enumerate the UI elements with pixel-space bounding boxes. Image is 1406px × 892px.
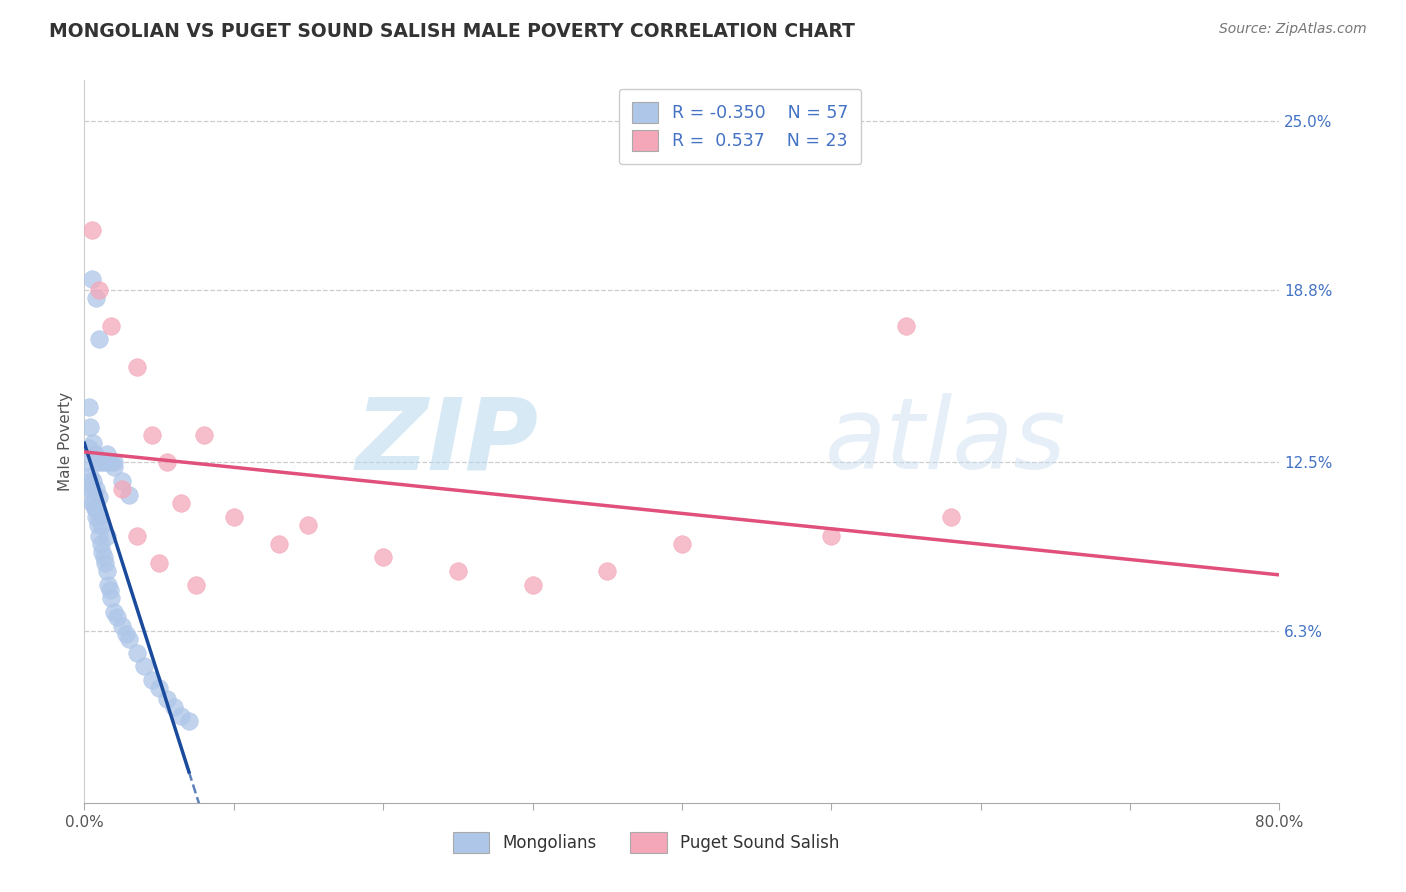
Point — [82, 436, 104, 450]
Point — [86, 482, 108, 496]
Point — [83, 447, 105, 461]
Point — [82, 496, 104, 510]
Point — [96, 564, 118, 578]
Point — [522, 577, 544, 591]
Point — [125, 359, 148, 374]
Legend: Mongolians, Puget Sound Salish: Mongolians, Puget Sound Salish — [446, 826, 846, 860]
Point — [132, 659, 156, 673]
Point — [77, 442, 100, 456]
Point — [111, 482, 134, 496]
Point — [86, 292, 108, 306]
Point — [96, 455, 118, 469]
Point — [820, 528, 842, 542]
Point — [141, 673, 163, 687]
Point — [103, 455, 125, 469]
Point — [96, 447, 118, 461]
Point — [105, 610, 128, 624]
Point — [83, 501, 105, 516]
Point — [148, 556, 170, 570]
Point — [91, 545, 114, 559]
Point — [79, 474, 101, 488]
Text: atlas: atlas — [825, 393, 1067, 490]
Point — [111, 618, 134, 632]
Point — [80, 223, 103, 237]
Point — [148, 681, 170, 696]
Point — [89, 283, 111, 297]
Point — [170, 496, 193, 510]
Point — [118, 632, 141, 647]
Point — [163, 700, 186, 714]
Point — [118, 488, 141, 502]
Point — [80, 482, 103, 496]
Point — [222, 509, 245, 524]
Point — [170, 708, 193, 723]
Point — [83, 501, 105, 516]
Point — [90, 455, 112, 469]
Point — [87, 455, 110, 469]
Point — [79, 419, 101, 434]
Point — [125, 646, 148, 660]
Point — [100, 591, 122, 606]
Point — [97, 577, 120, 591]
Point — [86, 509, 108, 524]
Point — [79, 468, 101, 483]
Point — [77, 401, 100, 415]
Point — [89, 491, 111, 505]
Point — [447, 564, 470, 578]
Point — [671, 537, 693, 551]
Point — [141, 427, 163, 442]
Point — [80, 272, 103, 286]
Point — [98, 583, 121, 598]
Text: Source: ZipAtlas.com: Source: ZipAtlas.com — [1219, 22, 1367, 37]
Point — [87, 517, 110, 532]
Point — [186, 577, 208, 591]
Point — [894, 318, 917, 333]
Point — [93, 550, 115, 565]
Point — [76, 455, 98, 469]
Point — [89, 528, 111, 542]
Point — [155, 692, 177, 706]
Point — [193, 427, 215, 442]
Point — [373, 550, 395, 565]
Point — [297, 517, 319, 532]
Point — [125, 528, 148, 542]
Point — [93, 455, 115, 469]
Point — [939, 509, 962, 524]
Point — [267, 537, 290, 551]
Point — [596, 564, 619, 578]
Point — [96, 528, 118, 542]
Text: MONGOLIAN VS PUGET SOUND SALISH MALE POVERTY CORRELATION CHART: MONGOLIAN VS PUGET SOUND SALISH MALE POV… — [49, 22, 855, 41]
Point — [115, 626, 138, 640]
Point — [89, 509, 111, 524]
Point — [91, 517, 114, 532]
Point — [90, 537, 112, 551]
Point — [100, 318, 122, 333]
Point — [103, 460, 125, 475]
Point — [82, 474, 104, 488]
Text: ZIP: ZIP — [356, 393, 538, 490]
Point — [103, 605, 125, 619]
Point — [177, 714, 200, 728]
Point — [100, 455, 122, 469]
Point — [77, 482, 100, 496]
Point — [89, 332, 111, 346]
Point — [94, 556, 117, 570]
Y-axis label: Male Poverty: Male Poverty — [58, 392, 73, 491]
Point — [155, 455, 177, 469]
Point — [111, 474, 134, 488]
Point — [80, 496, 103, 510]
